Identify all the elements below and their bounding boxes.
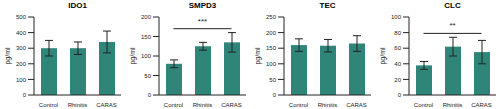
svg-text:pg/ml: pg/ml bbox=[254, 47, 262, 65]
svg-text:pg/ml: pg/ml bbox=[8, 47, 12, 65]
svg-text:100: 100 bbox=[266, 61, 277, 67]
html-text:CLC: CLC bbox=[444, 1, 461, 10]
svg-text:Control: Control bbox=[39, 102, 58, 108]
svg-text:20: 20 bbox=[394, 77, 401, 83]
svg-text:50: 50 bbox=[144, 73, 151, 79]
svg-text:100: 100 bbox=[391, 14, 402, 20]
svg-text:CARAS: CARAS bbox=[221, 102, 242, 108]
svg-text:Rhinitis: Rhinitis bbox=[443, 102, 463, 108]
svg-text:300: 300 bbox=[16, 45, 27, 51]
svg-text:40: 40 bbox=[394, 61, 401, 67]
svg-text:150: 150 bbox=[266, 45, 277, 51]
svg-text:0: 0 bbox=[398, 92, 402, 98]
svg-text:Control: Control bbox=[414, 102, 433, 108]
svg-text:200: 200 bbox=[266, 30, 277, 36]
svg-text:0: 0 bbox=[273, 92, 277, 98]
svg-text:0: 0 bbox=[148, 92, 152, 98]
svg-text:Control: Control bbox=[289, 102, 308, 108]
html-text:IDO1: IDO1 bbox=[68, 1, 87, 10]
svg-text:200: 200 bbox=[141, 14, 152, 20]
svg-text:150: 150 bbox=[141, 34, 152, 40]
svg-text:***: *** bbox=[198, 17, 207, 26]
html-text:TEC: TEC bbox=[319, 1, 336, 10]
svg-text:100: 100 bbox=[141, 53, 152, 59]
svg-text:**: ** bbox=[449, 21, 455, 30]
svg-text:CARAS: CARAS bbox=[346, 102, 367, 108]
svg-text:Control: Control bbox=[164, 102, 183, 108]
svg-text:100: 100 bbox=[16, 77, 27, 83]
svg-text:CARAS: CARAS bbox=[471, 102, 492, 108]
svg-text:500: 500 bbox=[16, 14, 27, 20]
svg-text:200: 200 bbox=[16, 61, 27, 67]
svg-text:250: 250 bbox=[266, 14, 277, 20]
svg-text:Rhinitis: Rhinitis bbox=[193, 102, 213, 108]
svg-text:Rhinitis: Rhinitis bbox=[318, 102, 338, 108]
svg-text:pg/ml: pg/ml bbox=[379, 47, 387, 65]
svg-text:0: 0 bbox=[23, 92, 27, 98]
svg-text:pg/ml: pg/ml bbox=[129, 47, 137, 65]
svg-text:50: 50 bbox=[269, 77, 276, 83]
svg-text:400: 400 bbox=[16, 30, 27, 36]
svg-text:CARAS: CARAS bbox=[96, 102, 117, 108]
svg-text:80: 80 bbox=[394, 30, 401, 36]
html-text:SMPD3: SMPD3 bbox=[188, 1, 217, 10]
svg-text:60: 60 bbox=[394, 45, 401, 51]
svg-text:Rhinitis: Rhinitis bbox=[68, 102, 88, 108]
